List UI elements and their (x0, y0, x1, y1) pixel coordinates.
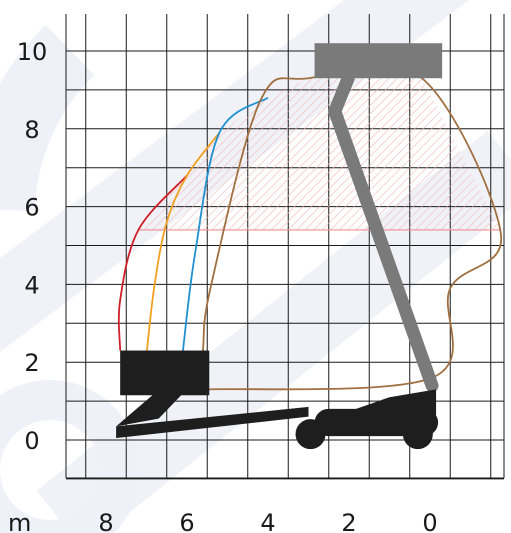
x-axis-ticks: 8 6 4 2 0 (98, 509, 437, 533)
y-axis-ticks: 0 2 4 6 8 10 (17, 38, 48, 455)
y-tick-label: 6 (24, 194, 39, 222)
envelope-curve-blue (182, 96, 269, 351)
telescopic-boom (328, 104, 439, 393)
y-tick-label: 8 (24, 116, 39, 144)
lower-arm (116, 406, 309, 439)
y-tick-label: 0 (24, 427, 39, 455)
boom-jib (328, 73, 356, 114)
x-tick-label: 4 (260, 509, 275, 533)
y-tick-label: 10 (17, 38, 48, 66)
arm-link (116, 393, 183, 427)
x-tick-label: 2 (341, 509, 356, 533)
front-wheel (402, 419, 433, 450)
hatched-area (138, 78, 501, 230)
envelope-curve-red (117, 174, 188, 351)
x-tick-label: 8 (98, 509, 113, 533)
envelope-curve-orange (145, 132, 221, 355)
aerial-platform-machine (116, 43, 443, 450)
rear-wheel (295, 419, 326, 450)
x-tick-label: 6 (179, 509, 194, 533)
y-tick-label: 4 (24, 271, 39, 299)
y-tick-label: 2 (24, 349, 39, 377)
x-tick-label: 0 (422, 509, 437, 533)
counterweight (120, 350, 210, 396)
axis-unit-label: m (8, 509, 31, 533)
platform-basket (314, 43, 443, 79)
